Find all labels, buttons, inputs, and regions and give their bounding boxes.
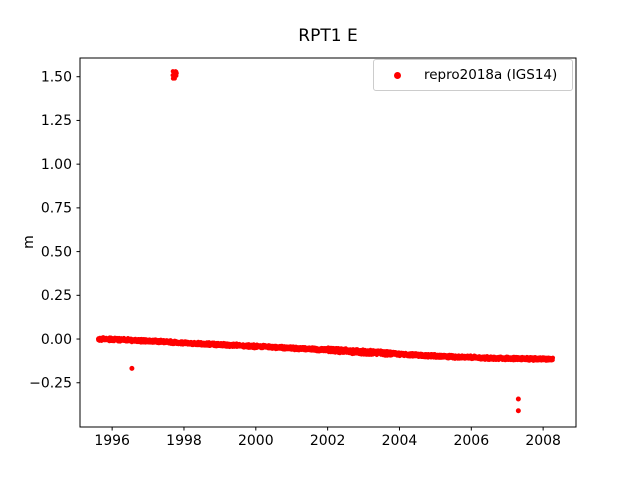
x-tick-label: 2008 <box>525 433 561 449</box>
x-tick-label: 2002 <box>310 433 346 449</box>
axes-spines <box>79 57 577 428</box>
y-tick-label: 0.00 <box>41 332 72 348</box>
y-axis-label: m <box>21 235 37 249</box>
legend: repro2018a (IGS14) <box>373 59 573 91</box>
y-tick-label: −0.25 <box>29 376 72 392</box>
x-tick-label: 2006 <box>453 433 489 449</box>
y-tick-label: 1.25 <box>41 113 72 129</box>
x-tick-label: 1998 <box>166 433 202 449</box>
legend-label: repro2018a (IGS14) <box>424 67 558 83</box>
x-tick-label: 1996 <box>94 433 130 449</box>
x-tick-label: 2004 <box>382 433 418 449</box>
y-tick-label: 0.75 <box>41 201 72 217</box>
x-tick-label: 2000 <box>238 433 274 449</box>
y-tick-label: 0.25 <box>41 288 72 304</box>
scatter-points <box>95 69 556 414</box>
y-tick-label: 1.00 <box>41 157 72 173</box>
y-tick-label: 1.50 <box>41 70 72 86</box>
plot-title: RPT1 E <box>298 26 358 46</box>
y-tick-label: 0.50 <box>41 244 72 260</box>
legend-marker-icon <box>394 71 401 79</box>
